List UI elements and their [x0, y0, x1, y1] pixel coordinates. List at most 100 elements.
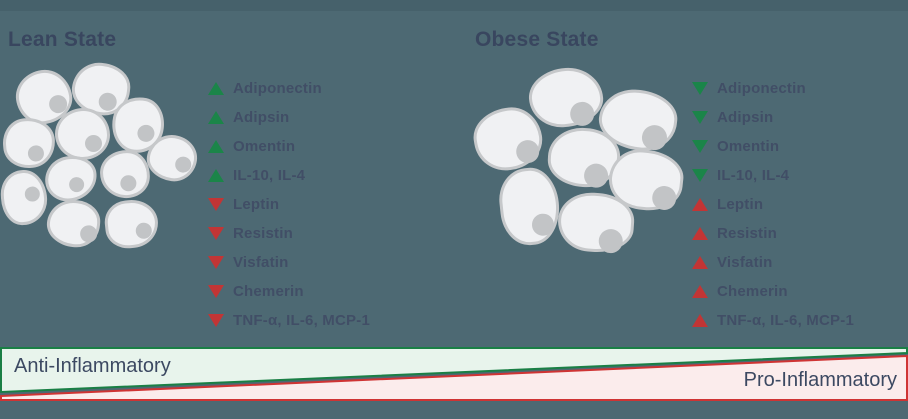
anti-inflammatory-wedge: [0, 347, 908, 394]
down-arrow-icon: [692, 169, 708, 182]
cell-nucleus: [640, 123, 669, 152]
adipokine-label: Leptin: [717, 196, 764, 213]
adipokine-label: Omentin: [233, 138, 296, 155]
adipokine-row: Chemerin: [692, 277, 854, 306]
down-arrow-icon: [692, 82, 708, 95]
adipokine-label: IL-10, IL-4: [717, 167, 790, 184]
adipokine-row: IL-10, IL-4: [692, 161, 854, 190]
adipokine-row: IL-10, IL-4: [208, 161, 370, 190]
adipocyte-cell: [69, 60, 133, 118]
up-arrow-icon: [692, 227, 708, 240]
adipocyte-cell: [496, 165, 563, 248]
pro-inflammatory-label: Pro-Inflammatory: [743, 369, 897, 391]
adipokine-row: Omentin: [692, 132, 854, 161]
obese-state-title: Obese State: [475, 28, 599, 51]
adipokine-row: Leptin: [208, 190, 370, 219]
adipocyte-cell: [527, 65, 605, 130]
adipocyte-cell: [106, 92, 170, 158]
lean-adipokine-list: Adiponectin Adipsin Omentin IL-10, IL-4 …: [208, 74, 370, 335]
cell-nucleus: [135, 123, 156, 144]
adipokine-label: Adiponectin: [233, 80, 322, 97]
cell-nucleus: [135, 221, 153, 240]
pro-inflammatory-wedge: [0, 354, 908, 401]
cell-nucleus: [47, 93, 69, 115]
adipokine-label: IL-10, IL-4: [233, 167, 306, 184]
cell-nucleus: [68, 175, 86, 193]
adipokine-row: Adiponectin: [208, 74, 370, 103]
cell-nucleus: [79, 224, 98, 243]
adipocyte-cell: [469, 103, 547, 175]
down-arrow-icon: [208, 256, 224, 269]
cell-nucleus: [84, 135, 102, 153]
adipokine-row: Chemerin: [208, 277, 370, 306]
up-arrow-icon: [692, 198, 708, 211]
adipokine-label: Adiponectin: [717, 80, 806, 97]
up-arrow-icon: [692, 256, 708, 269]
cell-nucleus: [514, 138, 542, 166]
adipokine-row: Resistin: [692, 219, 854, 248]
adipokine-label: Visfatin: [233, 254, 289, 271]
adipokine-row: TNF-α, IL-6, MCP-1: [208, 306, 370, 335]
adipokine-label: TNF-α, IL-6, MCP-1: [233, 312, 370, 329]
cell-nucleus: [27, 144, 45, 162]
adipocyte-cell: [0, 115, 58, 171]
adipokine-label: Resistin: [717, 225, 777, 242]
adipokine-label: TNF-α, IL-6, MCP-1: [717, 312, 854, 329]
adipokine-row: Adipsin: [692, 103, 854, 132]
down-arrow-icon: [692, 111, 708, 124]
adipocyte-cell: [45, 197, 102, 250]
adipokine-label: Leptin: [233, 196, 280, 213]
adipocyte-cell: [0, 168, 49, 227]
cell-nucleus: [597, 228, 624, 254]
anti-inflammatory-label: Anti-Inflammatory: [14, 355, 171, 377]
adipokine-label: Adipsin: [717, 109, 774, 126]
adipokine-row: TNF-α, IL-6, MCP-1: [692, 306, 854, 335]
top-band: [0, 0, 908, 11]
cell-nucleus: [174, 155, 193, 174]
adipocyte-cell: [595, 85, 681, 155]
obese-adipokine-list: Adiponectin Adipsin Omentin IL-10, IL-4 …: [692, 74, 854, 335]
adipokine-row: Adipsin: [208, 103, 370, 132]
adipokine-label: Omentin: [717, 138, 780, 155]
cell-nucleus: [583, 162, 610, 189]
up-arrow-icon: [692, 285, 708, 298]
cell-nucleus: [119, 174, 137, 193]
adipokine-label: Adipsin: [233, 109, 290, 126]
down-arrow-icon: [692, 140, 708, 153]
adipocyte-cell: [606, 146, 686, 214]
adipokine-row: Visfatin: [208, 248, 370, 277]
adipokine-label: Chemerin: [233, 283, 304, 300]
adipocyte-cell: [98, 148, 152, 200]
inflammation-gradient: [0, 347, 908, 401]
adipokine-row: Adiponectin: [692, 74, 854, 103]
adipokine-label: Visfatin: [717, 254, 773, 271]
down-arrow-icon: [208, 198, 224, 211]
cell-nucleus: [530, 212, 555, 237]
up-arrow-icon: [208, 140, 224, 153]
adipocyte-cell: [144, 131, 200, 185]
cell-nucleus: [24, 185, 41, 202]
cell-nucleus: [97, 91, 118, 112]
adipokine-row: Visfatin: [692, 248, 854, 277]
up-arrow-icon: [692, 314, 708, 327]
down-arrow-icon: [208, 314, 224, 327]
adipokine-row: Leptin: [692, 190, 854, 219]
adipocyte-cell: [546, 126, 622, 189]
adipocyte-cell: [556, 190, 636, 255]
adipokine-row: Omentin: [208, 132, 370, 161]
up-arrow-icon: [208, 169, 224, 182]
up-arrow-icon: [208, 82, 224, 95]
down-arrow-icon: [208, 285, 224, 298]
cell-nucleus: [651, 185, 678, 212]
adipocyte-cell: [55, 108, 110, 160]
lean-state-title: Lean State: [8, 28, 117, 51]
adipocyte-cell: [12, 66, 76, 128]
down-arrow-icon: [208, 227, 224, 240]
adipocyte-cell: [41, 151, 101, 206]
adipocyte-cell: [102, 197, 161, 251]
adipokine-label: Chemerin: [717, 283, 788, 300]
up-arrow-icon: [208, 111, 224, 124]
cell-nucleus: [569, 100, 596, 127]
adipokine-row: Resistin: [208, 219, 370, 248]
